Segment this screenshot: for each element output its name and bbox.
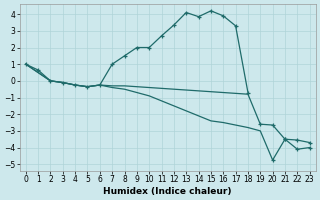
X-axis label: Humidex (Indice chaleur): Humidex (Indice chaleur) — [103, 187, 232, 196]
